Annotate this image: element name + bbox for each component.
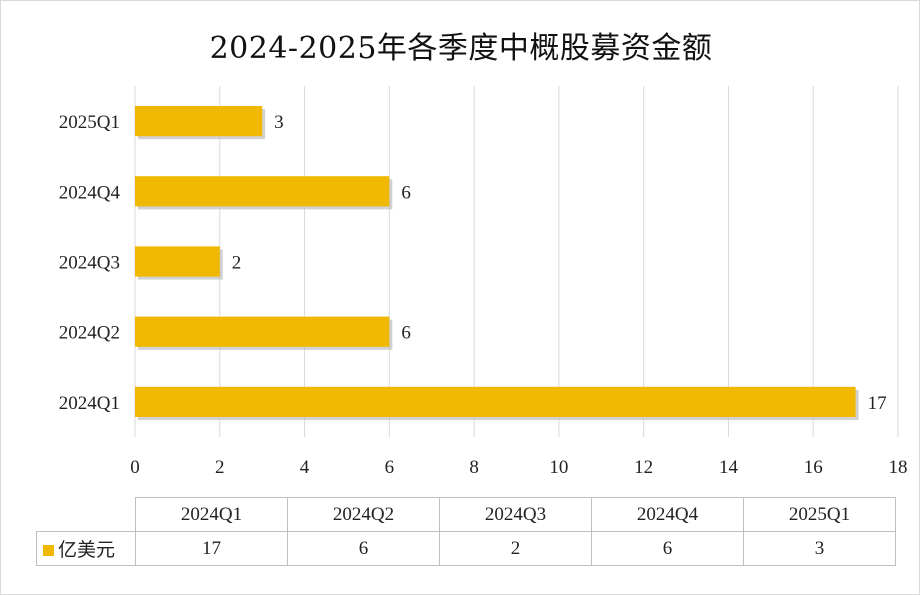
x-tick-label: 6 [385,457,395,478]
data-table-value-cell: 3 [743,531,896,566]
data-table: 2024Q1 2024Q2 2024Q3 2024Q4 2025Q1 亿美元 1… [36,497,896,566]
data-label: 6 [401,323,411,344]
data-label: 17 [868,393,887,414]
x-tick-label: 12 [634,457,653,478]
legend-entry: 亿美元 [36,531,136,566]
x-tick-label: 4 [300,457,310,478]
data-table-header-cell: 2024Q3 [439,497,592,532]
data-table-value-cell: 2 [439,531,592,566]
data-table-header-cell: 2025Q1 [743,497,896,532]
legend-swatch-icon [43,545,54,556]
data-table-header-cell: 2024Q2 [287,497,440,532]
bar [135,316,390,347]
data-table-header-row: 2024Q1 2024Q2 2024Q3 2024Q4 2025Q1 [37,497,896,532]
x-tick-label: 2 [215,457,225,478]
data-table-header-cell: 2024Q4 [591,497,744,532]
y-tick-label: 2024Q4 [59,182,121,203]
data-table-value-cell: 17 [135,531,288,566]
bar [135,246,220,277]
bar [135,106,263,137]
y-tick-label: 2025Q1 [59,112,120,133]
data-table-value-cell: 6 [591,531,744,566]
y-tick-label: 2024Q2 [59,323,120,344]
x-tick-label: 10 [549,457,568,478]
data-table-value-row: 亿美元 17 6 2 6 3 [36,531,896,566]
data-label: 3 [274,112,284,133]
legend-label: 亿美元 [58,540,116,561]
y-tick-label: 2024Q3 [59,253,120,274]
data-table-corner [37,498,136,532]
bar [135,386,856,417]
x-tick-label: 0 [130,457,140,478]
y-tick-label: 2024Q1 [59,393,120,414]
x-tick-label: 14 [719,457,739,478]
bar [135,176,390,207]
x-tick-label: 18 [889,457,908,478]
x-tick-label: 16 [804,457,823,478]
data-table-header-cell: 2024Q1 [135,497,288,532]
data-label: 6 [401,182,411,203]
data-label: 2 [232,253,242,274]
chart-title: 2024-2025年各季度中概股募资金额 [209,31,713,66]
data-table-value-cell: 6 [287,531,440,566]
x-tick-label: 8 [469,457,479,478]
